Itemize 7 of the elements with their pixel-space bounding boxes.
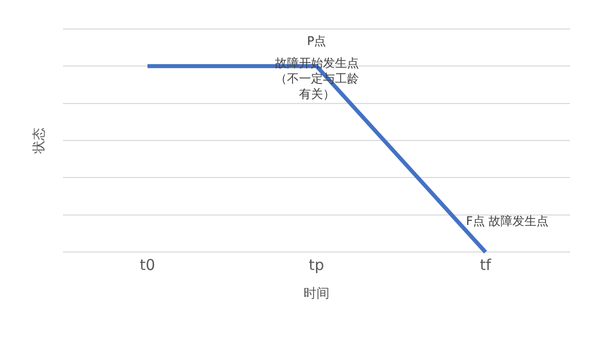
annotation: F点 故障发生点 [466,214,549,228]
x-tick-label: t0 [140,256,156,274]
x-axis-title: 时间 [304,286,330,302]
y-axis-title: 状态 [32,128,47,154]
annotation: P点 [307,34,326,48]
x-tick-label: tp [308,256,324,274]
x-tick-label: tf [480,256,492,274]
